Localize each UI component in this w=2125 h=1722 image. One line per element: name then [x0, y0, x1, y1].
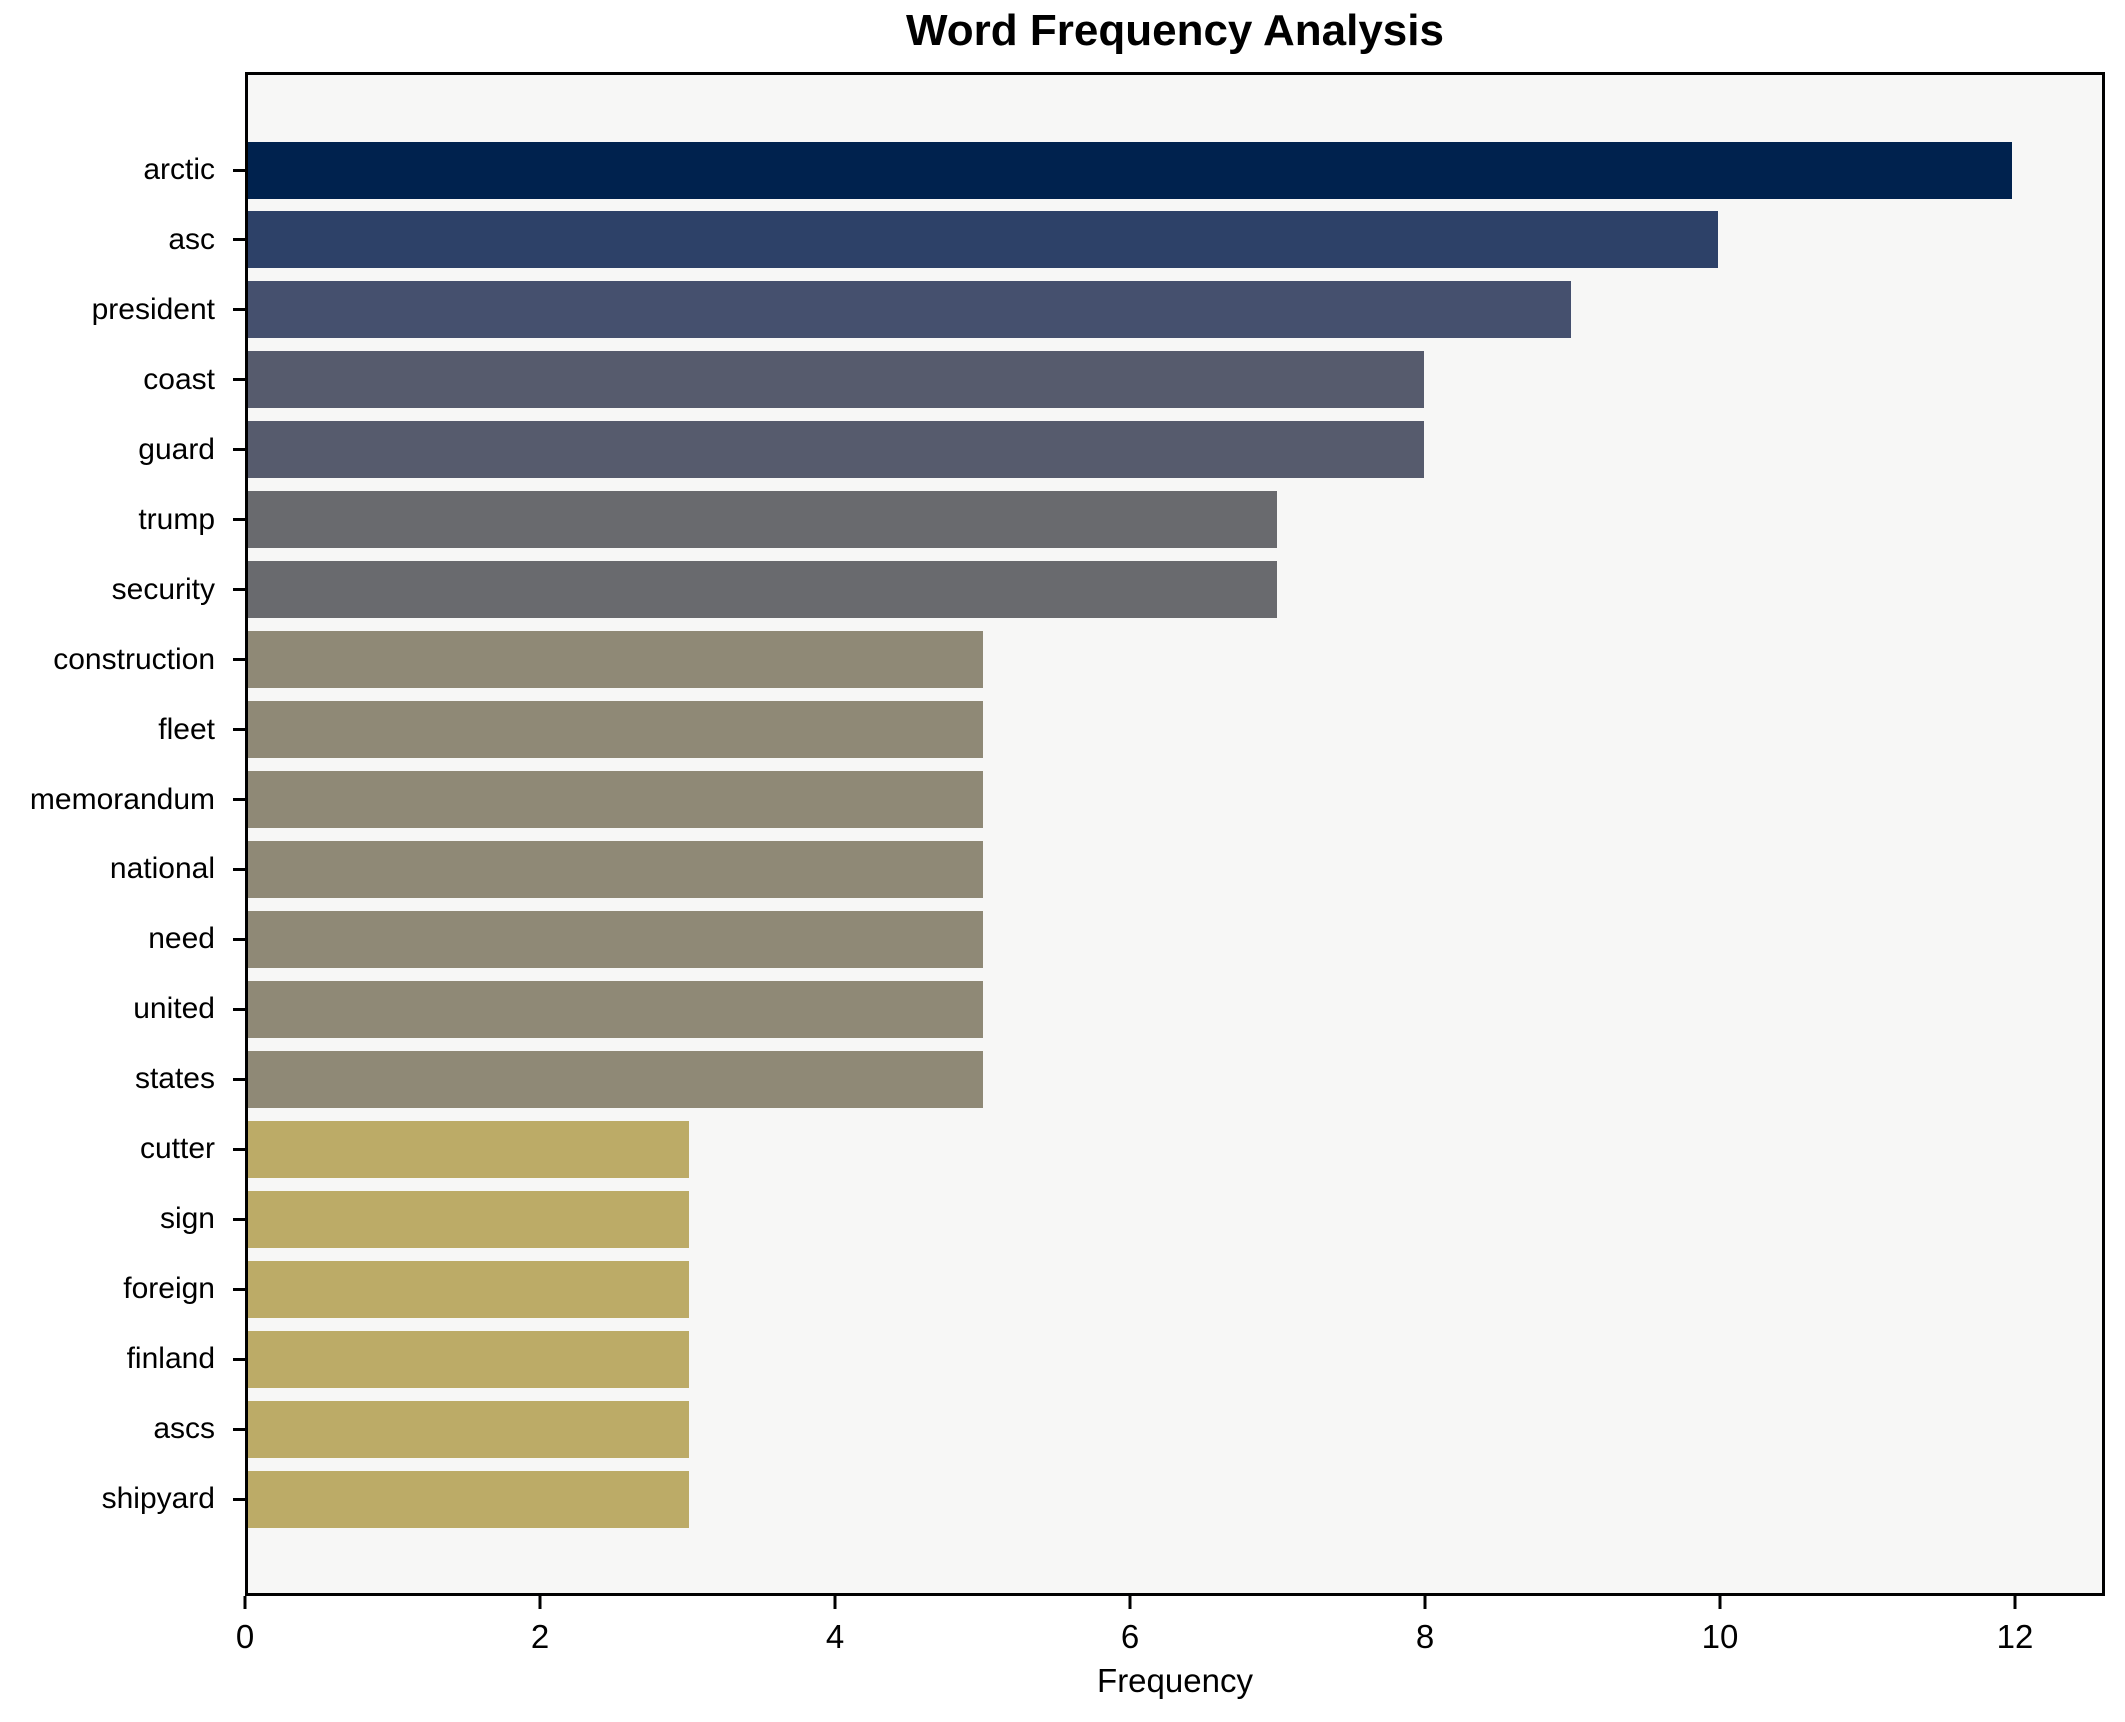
- bar-guard: [248, 421, 1425, 479]
- bar-ascs: [248, 1400, 690, 1458]
- y-tick-label-need: need: [148, 922, 215, 956]
- y-tick-label-guard: guard: [138, 432, 215, 466]
- bar-shipyard: [248, 1470, 690, 1528]
- y-tick-mark: [233, 867, 245, 871]
- bar-asc: [248, 211, 1719, 269]
- bar-memorandum: [248, 771, 984, 829]
- x-tick-mark: [2013, 1596, 2017, 1609]
- bars-layer: [248, 75, 2102, 1593]
- bar-construction: [248, 631, 984, 689]
- x-tick-label-4: 4: [825, 1618, 845, 1655]
- bar-united: [248, 980, 984, 1038]
- y-tick-label-fleet: fleet: [158, 712, 215, 746]
- bar-cutter: [248, 1120, 690, 1178]
- y-tick-mark: [233, 1497, 245, 1501]
- x-tick-mark: [1423, 1596, 1427, 1609]
- y-tick-mark: [233, 518, 245, 522]
- x-tick-mark: [243, 1596, 247, 1609]
- y-tick-label-national: national: [109, 852, 215, 886]
- y-tick-label-arctic: arctic: [143, 153, 215, 186]
- y-tick-label-memorandum: memorandum: [29, 782, 215, 816]
- x-tick-mark: [1718, 1596, 1722, 1609]
- x-tick-label-8: 8: [1415, 1618, 1435, 1655]
- y-tick-label-states: states: [134, 1062, 215, 1096]
- chart-title: Word Frequency Analysis: [906, 6, 1444, 55]
- y-tick-mark: [233, 308, 245, 312]
- bar-national: [248, 840, 984, 898]
- y-tick-label-finland: finland: [126, 1342, 215, 1376]
- y-tick-mark: [233, 448, 245, 452]
- y-tick-label-asc: asc: [168, 222, 215, 256]
- bar-security: [248, 561, 1278, 619]
- y-tick-label-trump: trump: [138, 502, 215, 536]
- bar-finland: [248, 1330, 690, 1388]
- y-tick-mark: [233, 378, 245, 382]
- bar-trump: [248, 491, 1278, 549]
- y-tick-label-foreign: foreign: [123, 1272, 215, 1306]
- x-tick-mark: [833, 1596, 837, 1609]
- y-tick-label-united: united: [133, 992, 215, 1026]
- bar-president: [248, 281, 1572, 339]
- bar-states: [248, 1050, 984, 1108]
- x-tick-mark: [1128, 1596, 1132, 1609]
- bar-need: [248, 910, 984, 968]
- y-tick-mark: [233, 1217, 245, 1221]
- y-tick-mark: [233, 168, 245, 172]
- y-axis: arctic asc president coast guard trump securit…: [0, 72, 245, 1596]
- y-tick-label-construction: construction: [53, 642, 215, 676]
- x-tick-mark: [538, 1596, 542, 1609]
- plot-area: [245, 72, 2105, 1596]
- y-tick-label-president: president: [91, 292, 215, 326]
- x-axis-label: Frequency: [1097, 1662, 1253, 1699]
- y-tick-mark: [233, 798, 245, 802]
- x-axis: 0 2 4 6 8 10 12: [236, 1596, 2105, 1706]
- y-tick-mark: [233, 937, 245, 941]
- y-tick-mark: [233, 588, 245, 592]
- y-tick-mark: [233, 1287, 245, 1291]
- y-tick-mark: [233, 1077, 245, 1081]
- bar-sign: [248, 1190, 690, 1248]
- bar-foreign: [248, 1260, 690, 1318]
- y-tick-label-sign: sign: [159, 1202, 215, 1236]
- x-tick-label-12: 12: [1996, 1618, 2034, 1655]
- y-tick-mark: [233, 1427, 245, 1431]
- x-tick-label-0: 0: [235, 1618, 255, 1655]
- y-tick-mark: [233, 1147, 245, 1151]
- y-tick-mark: [233, 1357, 245, 1361]
- x-tick-label-6: 6: [1120, 1618, 1140, 1655]
- x-tick-label-10: 10: [1701, 1618, 1739, 1655]
- y-tick-label-ascs: ascs: [153, 1412, 215, 1446]
- bar-arctic: [248, 141, 2013, 199]
- bar-fleet: [248, 701, 984, 759]
- y-tick-mark: [233, 658, 245, 662]
- y-tick-label-cutter: cutter: [139, 1132, 215, 1166]
- y-tick-mark: [233, 728, 245, 732]
- y-tick-label-security: security: [111, 572, 215, 606]
- y-tick-mark: [233, 238, 245, 242]
- y-tick-mark: [233, 1007, 245, 1011]
- bar-coast: [248, 351, 1425, 409]
- y-tick-label-shipyard: shipyard: [101, 1482, 215, 1515]
- y-tick-label-coast: coast: [143, 362, 215, 396]
- x-tick-label-2: 2: [530, 1618, 550, 1655]
